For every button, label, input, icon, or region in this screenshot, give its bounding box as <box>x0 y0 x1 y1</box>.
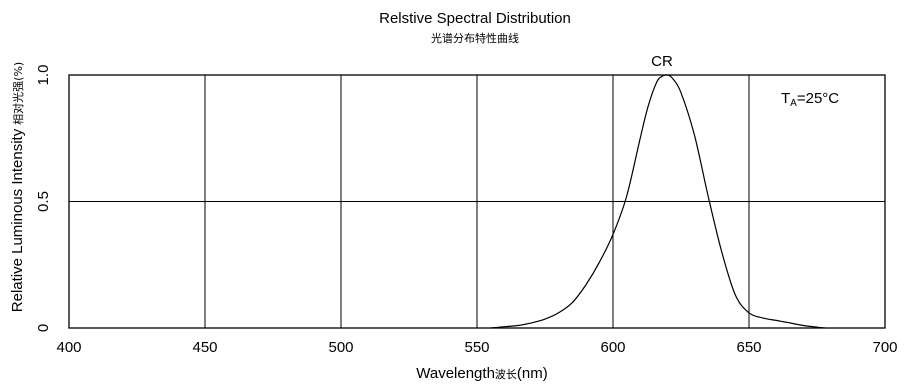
temperature-symbol: T <box>781 90 790 107</box>
y-axis-label-unit: (%) <box>12 62 25 81</box>
y-tick-label: 1.0 <box>35 65 52 86</box>
y-tick-labels: 0 0.5 1.0 <box>35 65 52 333</box>
temperature-value: =25°C <box>797 90 839 107</box>
x-tick-label: 600 <box>600 339 625 356</box>
plot-frame <box>68 74 886 329</box>
data-series <box>490 74 826 329</box>
y-tick-label: 0.5 <box>35 191 52 212</box>
chart-subtitle: 光谱分布特性曲线 <box>431 31 519 45</box>
x-tick-label: 400 <box>56 339 81 356</box>
x-tick-label: 550 <box>464 339 489 356</box>
y-axis-label: Relative Luminous Intensity 相对光强(%) <box>9 62 26 312</box>
x-axis-label: Wavelength波长(nm) <box>416 365 547 382</box>
y-axis-label-cn: 相对光强 <box>11 81 25 125</box>
gridlines <box>69 75 885 328</box>
x-tick-label: 500 <box>328 339 353 356</box>
y-tick-label: 0 <box>35 324 52 332</box>
chart-title: Relstive Spectral Distribution <box>379 10 571 27</box>
temperature-annotation: TA=25°C <box>781 90 839 109</box>
x-tick-labels: 400 450 500 550 600 650 700 <box>56 339 897 356</box>
x-tick-label: 700 <box>872 339 897 356</box>
x-axis-label-en: Wavelength <box>416 365 495 382</box>
x-axis-label-unit: (nm) <box>517 365 548 382</box>
x-tick-label: 650 <box>736 339 761 356</box>
chart-title-group: Relstive Spectral Distribution 光谱分布特性曲线 <box>379 10 571 45</box>
x-tick-label: 450 <box>192 339 217 356</box>
series-line-0 <box>490 74 826 329</box>
peak-label: CR <box>651 53 673 70</box>
temperature-subscript: A <box>790 98 797 109</box>
y-axis-label-en: Relative Luminous Intensity <box>9 128 26 312</box>
x-axis-label-cn: 波长 <box>495 368 517 381</box>
